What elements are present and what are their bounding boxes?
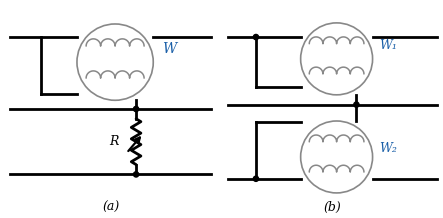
Text: (a): (a) (102, 201, 119, 214)
Text: W₂: W₂ (379, 142, 397, 155)
Text: W₁: W₁ (379, 39, 397, 52)
Text: W: W (162, 42, 176, 56)
Text: R: R (109, 135, 119, 148)
Circle shape (253, 176, 259, 181)
Circle shape (133, 106, 139, 112)
Circle shape (354, 102, 359, 107)
Text: (b): (b) (323, 201, 341, 214)
Circle shape (253, 34, 259, 40)
Circle shape (133, 172, 139, 177)
